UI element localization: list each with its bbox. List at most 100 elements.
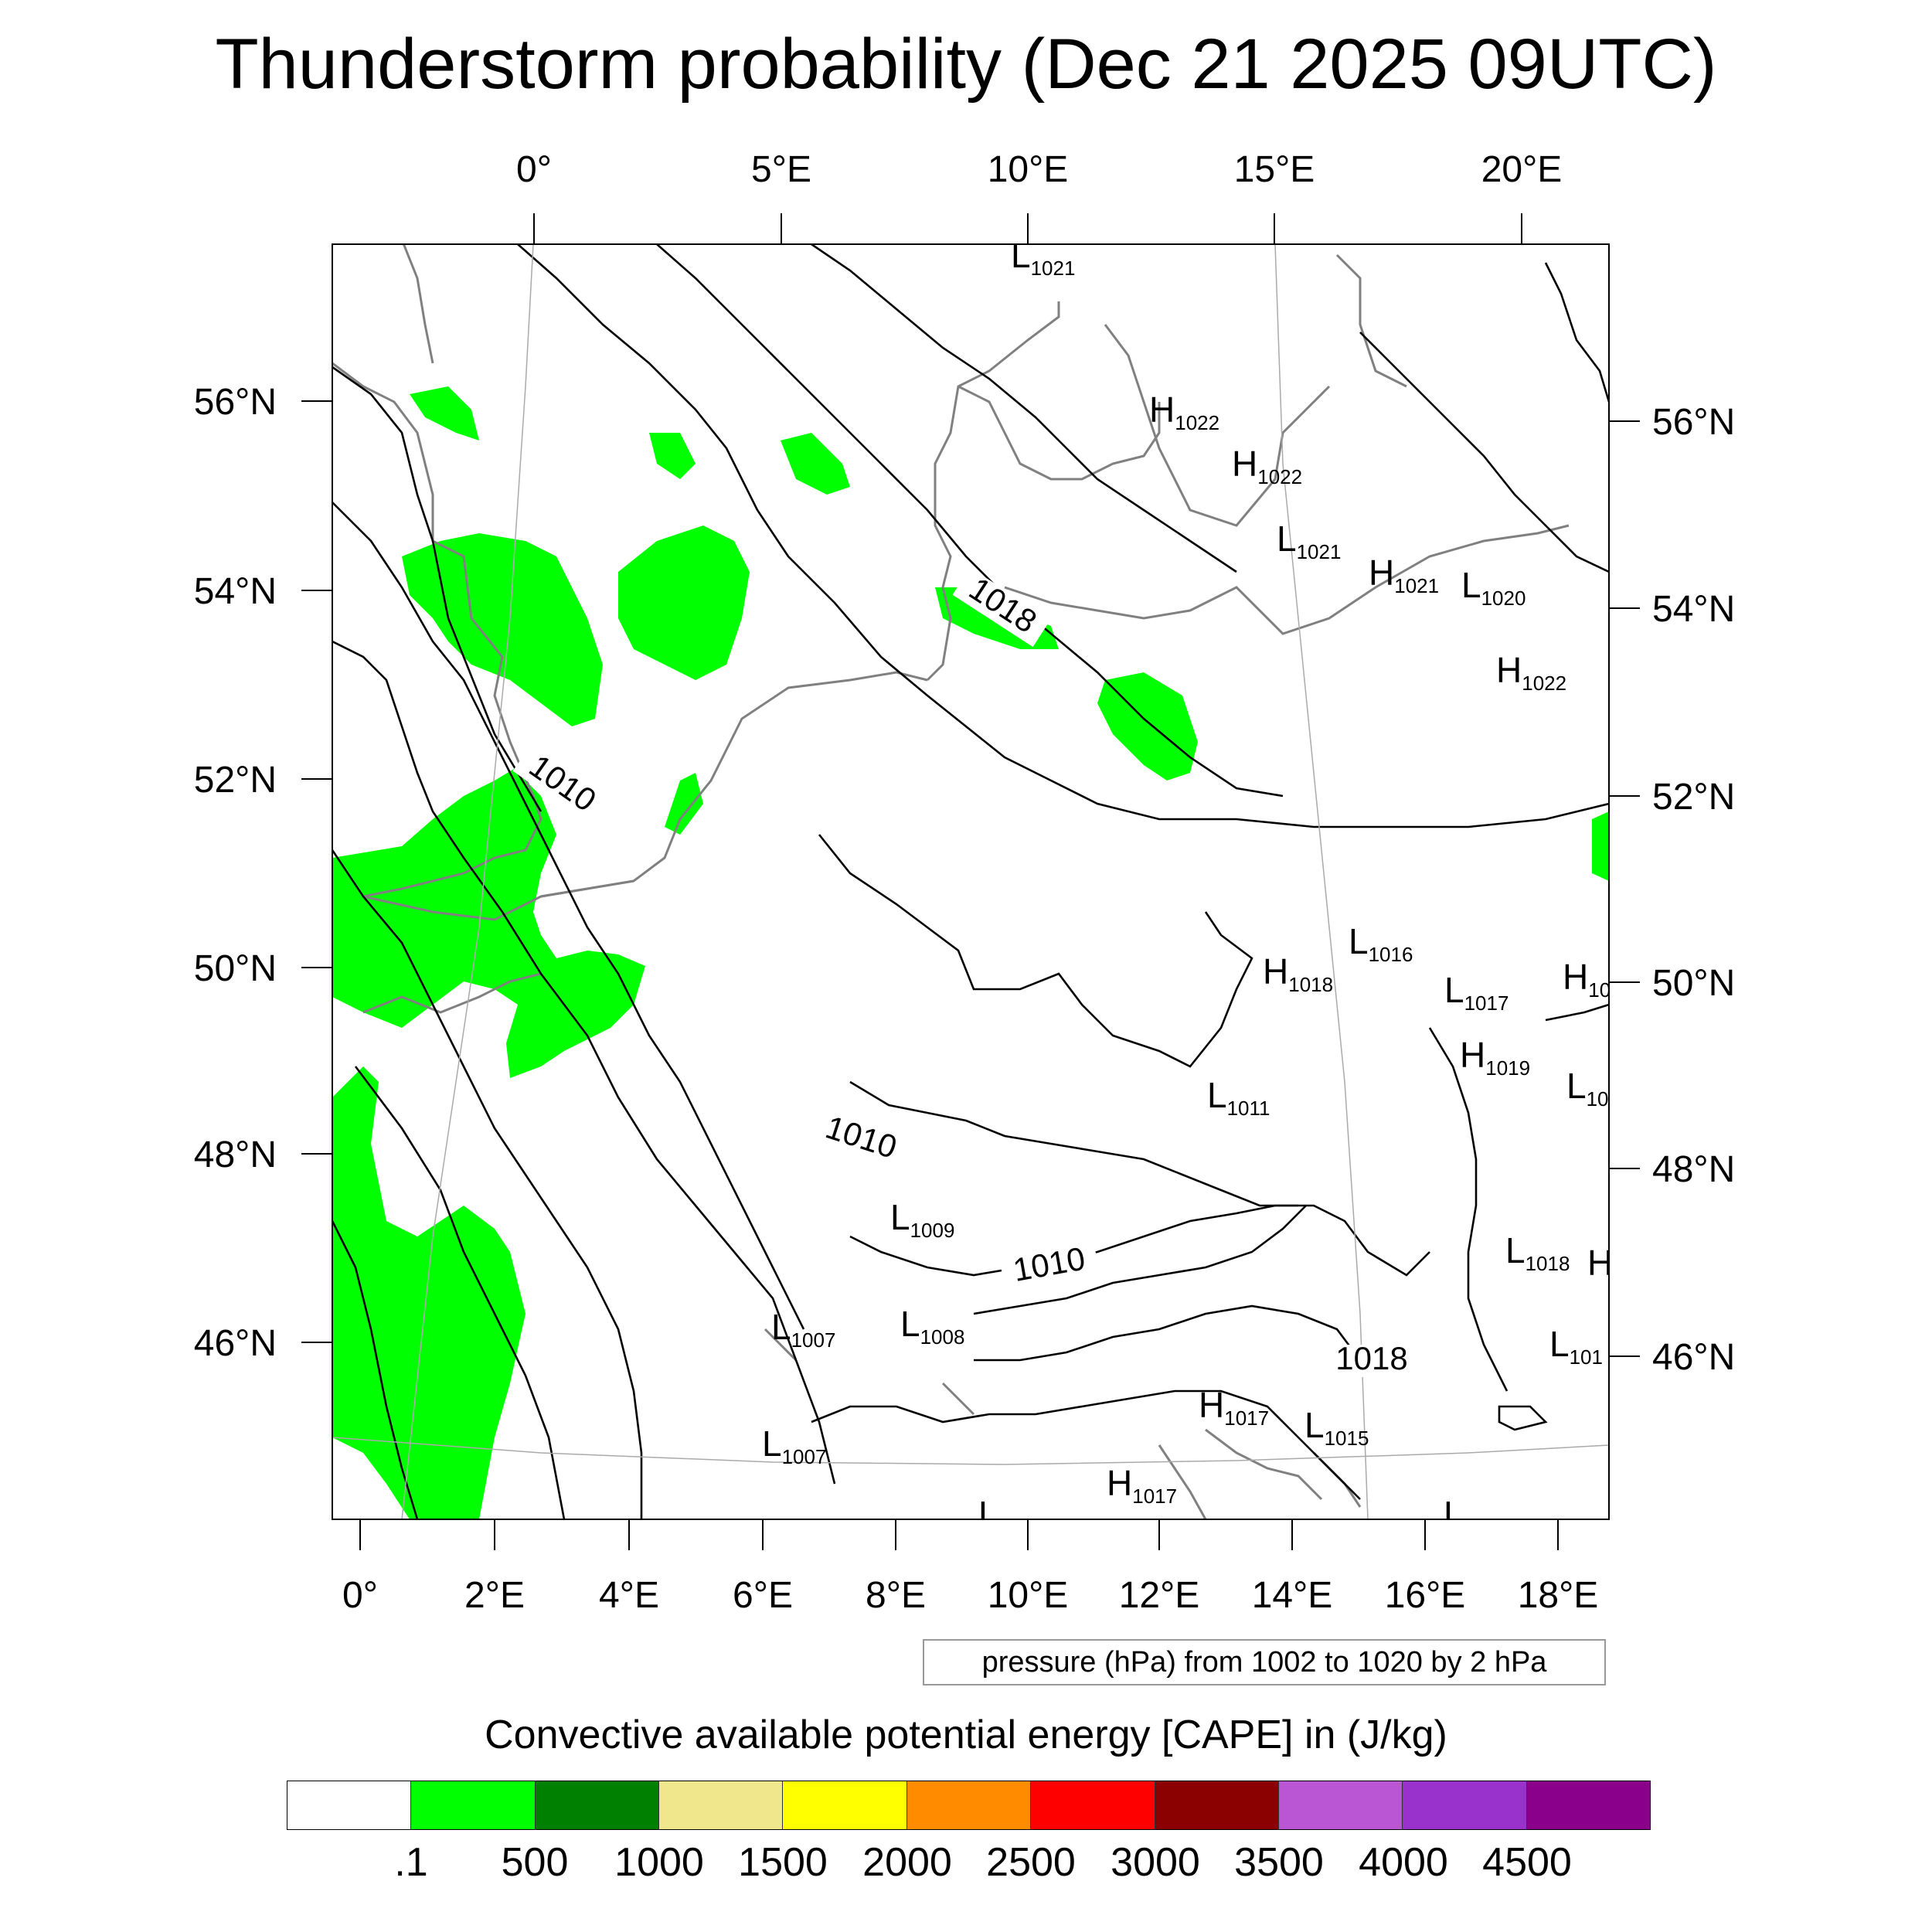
bottom-lon-label: 0° (342, 1575, 378, 1616)
left-lat-label: 54°N (194, 571, 277, 612)
isobar-line (656, 244, 1284, 798)
cape-areas (332, 386, 1609, 1519)
graticule-meridian-15e (1274, 244, 1369, 1519)
cape-area-north-sea-4 (649, 433, 696, 479)
cape-area-north-sea-2 (618, 526, 750, 680)
colorbar-title: Convective available potential energy [C… (485, 1713, 1447, 1757)
pressure-center-marker: L1021 (1011, 235, 1075, 280)
chart-title: Thunderstorm probability (Dec 21 2025 09… (215, 25, 1717, 104)
colorbar-label: 2000 (862, 1840, 952, 1885)
pressure-center-marker: L1016 (1349, 921, 1413, 966)
isobar-line (332, 366, 543, 812)
right-lat-label: 50°N (1652, 963, 1735, 1004)
cape-area-poland (1097, 672, 1198, 781)
isobar-line (1428, 1027, 1509, 1392)
colorbar-swatch (1155, 1781, 1279, 1829)
bottom-lon-label: 8°E (866, 1575, 926, 1616)
pressure-center-marker: L101 (1549, 1324, 1603, 1369)
colorbar-label: 4500 (1482, 1840, 1572, 1885)
coast-germany-north (926, 301, 1060, 682)
coast-adriatic (1205, 1428, 1323, 1501)
pressure-center-marker: L1007 (762, 1423, 826, 1468)
pressure-center-marker: H (1587, 1243, 1613, 1283)
bottom-lon-label: 6°E (733, 1575, 793, 1616)
colorbar-label: 500 (501, 1840, 569, 1885)
isobar-line (973, 1205, 1307, 1315)
pressure-info-box: pressure (hPa) from 1002 to 1020 by 2 hP… (923, 1639, 1606, 1685)
bottom-lon-label: 16°E (1385, 1575, 1466, 1616)
graticule-parallel-south (332, 1437, 1609, 1465)
isobar-line (332, 640, 836, 1485)
cape-area-france-southwest (332, 1066, 526, 1519)
pressure-center-marker: L1015 (1304, 1405, 1369, 1450)
cape-area-baltic-east (1592, 811, 1609, 881)
left-lat-label: 46°N (194, 1323, 277, 1364)
coast-baltic-south (1004, 524, 1570, 635)
right-lat-label: 48°N (1652, 1149, 1735, 1190)
coast-britain (332, 362, 543, 898)
colorbar-label: 1500 (738, 1840, 828, 1885)
pressure-center-marker: L1011 (978, 1494, 1042, 1539)
pressure-center-marker: L1007 (771, 1307, 835, 1352)
right-lat-label: 54°N (1652, 589, 1735, 630)
isobar-line (1359, 332, 1609, 573)
cape-area-north-sea-3 (410, 386, 479, 440)
colorbar (287, 1781, 1651, 1830)
pressure-center-marker: H1019 (1460, 1035, 1530, 1080)
pressure-center-marker: L1016 (1444, 1494, 1508, 1539)
colorbar-swatch (1526, 1781, 1650, 1829)
isobar-label: 1010 (1010, 1240, 1087, 1288)
bottom-lon-label: 2°E (464, 1575, 525, 1616)
colorbar-swatch (1403, 1781, 1527, 1829)
colorbar-swatch (535, 1781, 660, 1829)
pressure-center-marker: H1022 (1496, 650, 1566, 695)
right-lat-label: 46°N (1652, 1337, 1735, 1378)
isobar-label: 1018 (1335, 1340, 1407, 1376)
isobar-lines (332, 244, 1609, 1519)
pressure-center-marker: L10 (1566, 1066, 1609, 1111)
colorbar-swatch (287, 1781, 412, 1829)
pressure-center-marker: H1022 (1149, 389, 1219, 434)
bottom-lon-label: 12°E (1119, 1575, 1200, 1616)
top-lon-label: 20°E (1481, 149, 1563, 190)
isobar-line (974, 1304, 1362, 1362)
coast-sweden (1104, 324, 1331, 527)
pressure-center-marker: H1021 (1369, 553, 1439, 597)
cape-area-netherlands (665, 773, 703, 835)
border-france-belgium (362, 879, 634, 921)
pressure-center-marker: L1021 (1277, 519, 1341, 563)
isobar-line (818, 834, 1253, 1068)
top-lon-label: 5°E (751, 149, 811, 190)
top-lon-label: 10°E (988, 149, 1069, 190)
colorbar-label: 4000 (1359, 1840, 1448, 1885)
isobar-line (1544, 262, 1609, 403)
top-lon-label: 15°E (1234, 149, 1315, 190)
pressure-center-marker: L1018 (1505, 1230, 1570, 1275)
colorbar-label: 3500 (1234, 1840, 1324, 1885)
isobar-line (811, 1389, 1361, 1500)
right-lat-label: 52°N (1652, 777, 1735, 818)
bottom-lon-label: 4°E (599, 1575, 659, 1616)
cape-area-north-sea-5 (781, 433, 850, 495)
colorbar-swatch (411, 1781, 536, 1829)
colorbar-swatch (1031, 1781, 1155, 1829)
colorbar-label: 2500 (986, 1840, 1076, 1885)
colorbar-swatch (659, 1781, 784, 1829)
coast-gulf-east (1335, 253, 1407, 388)
right-axis: 56°N 54°N 52°N 50°N 48°N 46°N (1609, 402, 1735, 1378)
colorbar-swatch (906, 1781, 1032, 1829)
bottom-axis: 0° 2°E 4°E 6°E 8°E 10°E 12°E 14°E 16°E 1… (342, 1519, 1598, 1616)
isobar-line (1545, 1003, 1609, 1022)
pressure-center-marker: H1017 (1199, 1385, 1269, 1430)
coast-lake-geneva (764, 1328, 798, 1362)
map-frame (332, 243, 1610, 1520)
coast-belgium-nl (540, 671, 928, 898)
coast-alps-lakes (941, 1382, 975, 1416)
coast-france-north (362, 972, 542, 1014)
pressure-center-marker: H10 (1563, 957, 1611, 1002)
isobar-line (811, 244, 1237, 573)
isobar-line (1498, 1405, 1548, 1431)
left-lat-label: 50°N (194, 948, 277, 989)
pressure-center-marker: L1011 (1207, 1075, 1270, 1120)
